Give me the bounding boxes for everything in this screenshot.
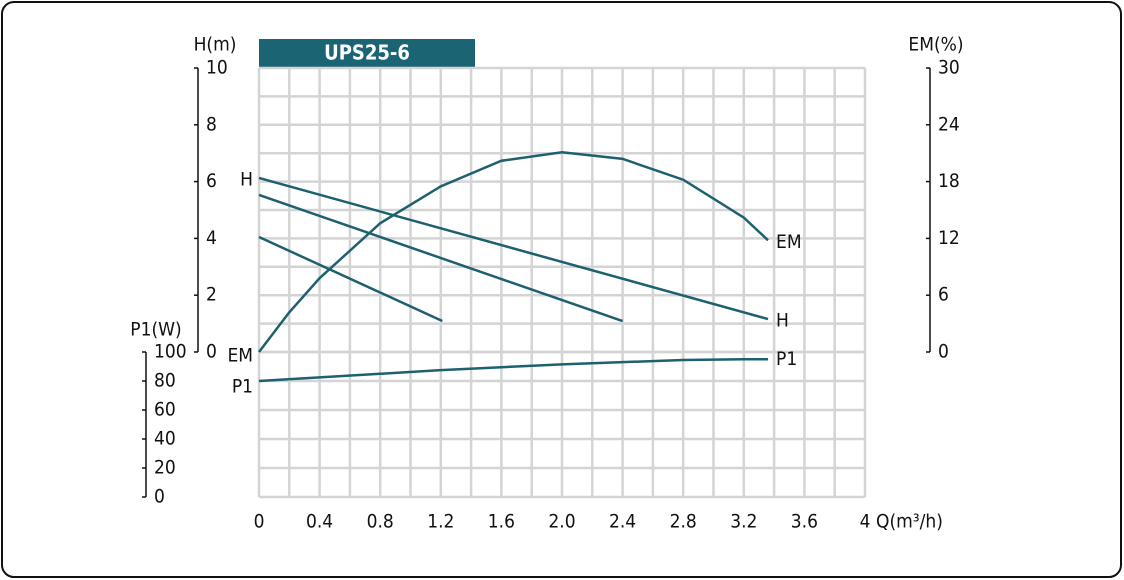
y3-tick-label: 80 bbox=[154, 370, 176, 392]
curve bbox=[258, 193, 624, 323]
title-box bbox=[259, 39, 475, 67]
curve-label: EM bbox=[776, 231, 802, 253]
x-tick-label: 3.2 bbox=[730, 511, 757, 533]
y-tick-label: 10 bbox=[206, 57, 228, 79]
x-axis-label: Q(m³/h) bbox=[876, 511, 943, 533]
y3-tick-label: 20 bbox=[154, 457, 176, 479]
y3-tick-label: 100 bbox=[154, 341, 187, 363]
y2-tick-label: 6 bbox=[938, 284, 949, 306]
curve bbox=[258, 235, 443, 323]
y-tick-label: 4 bbox=[206, 227, 217, 249]
chart-title: UPS25-6 bbox=[324, 41, 410, 65]
y2-tick-label: 24 bbox=[938, 113, 960, 135]
y-tick-label: 6 bbox=[206, 170, 217, 192]
y2-tick-label: 12 bbox=[938, 227, 960, 249]
curve-label: H bbox=[776, 310, 789, 332]
x-tick-label: 4 bbox=[860, 511, 871, 533]
x-tick-label: 1.2 bbox=[427, 511, 454, 533]
x-tick-label: 0 bbox=[254, 511, 265, 533]
y2-axis-label: EM(%) bbox=[908, 34, 963, 56]
y3-axis-label: P1(W) bbox=[130, 319, 181, 341]
x-tick-label: 2.8 bbox=[670, 511, 697, 533]
x-tick-label: 1.6 bbox=[488, 511, 515, 533]
y2-tick-label: 18 bbox=[938, 170, 960, 192]
x-tick-label: 3.6 bbox=[791, 511, 818, 533]
curve-label: P1 bbox=[776, 348, 797, 370]
y2-tick-label: 0 bbox=[938, 341, 949, 363]
y3-tick-label: 60 bbox=[154, 399, 176, 421]
y3-tick-label: 0 bbox=[154, 486, 165, 508]
y2-tick-label: 30 bbox=[938, 57, 960, 79]
y-tick-label: 8 bbox=[206, 113, 217, 135]
y-tick-label: 0 bbox=[206, 341, 217, 363]
curve bbox=[258, 176, 769, 321]
y-axis-label: H(m) bbox=[194, 34, 237, 56]
x-tick-label: 2.4 bbox=[609, 511, 636, 533]
x-tick-label: 0.4 bbox=[306, 511, 333, 533]
x-tick-label: 2.0 bbox=[548, 511, 575, 533]
y3-tick-label: 40 bbox=[154, 428, 176, 450]
curve-label: EM bbox=[227, 345, 253, 367]
curve bbox=[258, 358, 769, 383]
curve-label: H bbox=[240, 168, 253, 190]
y-tick-label: 2 bbox=[206, 284, 217, 306]
curve bbox=[258, 150, 769, 353]
curve-label: P1 bbox=[232, 376, 253, 398]
x-tick-label: 0.8 bbox=[367, 511, 394, 533]
